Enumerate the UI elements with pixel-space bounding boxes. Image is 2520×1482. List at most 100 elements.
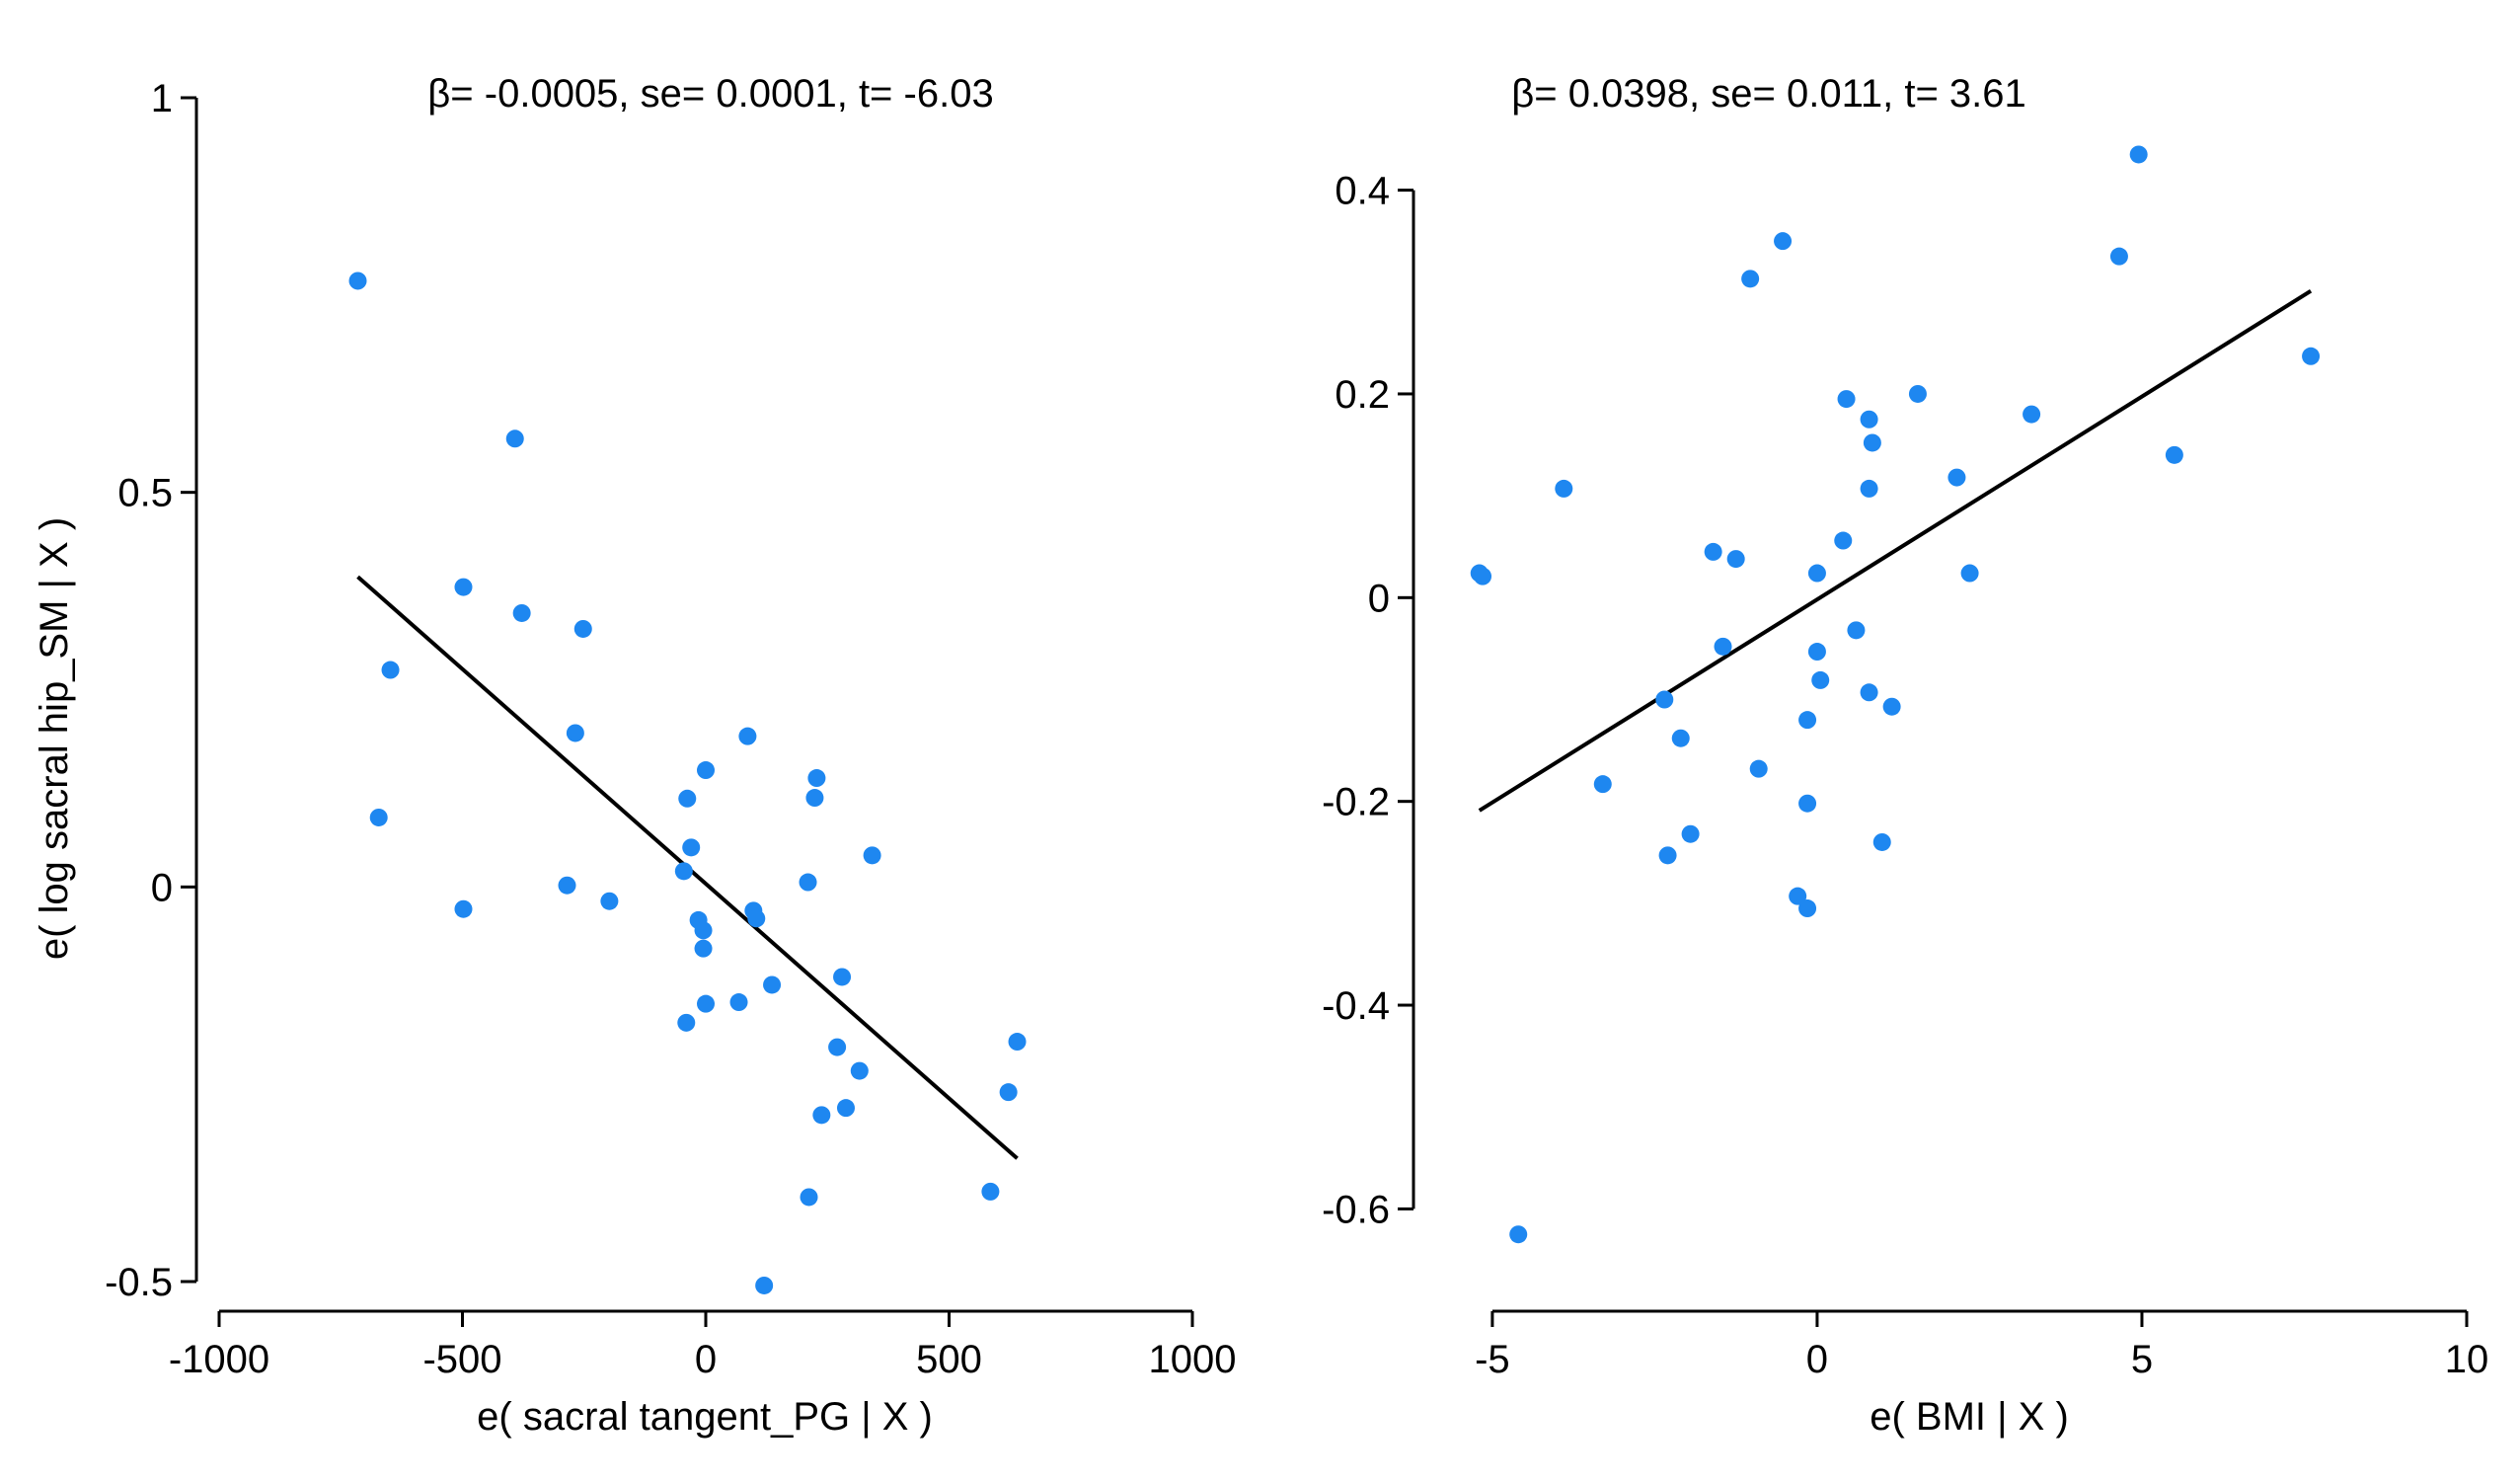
right-data-point xyxy=(1882,697,1901,716)
right-data-point xyxy=(1798,899,1817,918)
left-axes: -1000 -500 0 500 1000 -0.5 0 0.5 1 xyxy=(105,77,1236,1381)
left-data-point xyxy=(805,789,824,808)
left-data-point xyxy=(738,727,757,745)
right-data-point xyxy=(1811,670,1830,689)
right-data-point xyxy=(1863,433,1881,452)
right-x-axis-title: e( BMI | X ) xyxy=(1870,1395,2069,1439)
left-data-point xyxy=(348,272,367,290)
left-data-point xyxy=(1008,1033,1027,1052)
right-y-tick-label: 0.2 xyxy=(1335,373,1390,417)
left-data-point xyxy=(600,892,619,910)
right-y-tick-label: -0.4 xyxy=(1322,984,1390,1028)
right-data-point xyxy=(1908,384,1927,403)
right-data-point xyxy=(1860,410,1878,429)
right-y-tick-label: 0 xyxy=(1368,577,1390,620)
right-data-point xyxy=(1704,542,1722,561)
right-fit-line xyxy=(1478,289,2313,813)
right-data-point xyxy=(1789,887,1807,905)
left-x-tick-label: 500 xyxy=(916,1338,982,1381)
left-data-point xyxy=(836,1099,855,1118)
left-data-point xyxy=(729,993,748,1012)
right-data-point xyxy=(1860,479,1878,498)
right-data-point xyxy=(1681,824,1700,843)
right-x-tick-label: 10 xyxy=(2445,1338,2489,1381)
right-annotation: β= 0.0398, se= 0.011, t= 3.61 xyxy=(1511,72,2026,116)
right-data-point xyxy=(1834,531,1853,550)
left-data-point xyxy=(828,1038,847,1056)
left-y-axis-title: e( log sacral hip_SM | X ) xyxy=(33,517,76,960)
right-y-tick-label: -0.6 xyxy=(1322,1188,1390,1231)
left-data-point xyxy=(799,873,817,892)
left-data-point xyxy=(454,899,473,918)
left-y-tick-label: 0.5 xyxy=(117,472,173,515)
right-data-point xyxy=(2165,445,2183,464)
right-y-tick-label: -0.2 xyxy=(1322,781,1390,824)
left-data-point xyxy=(512,603,531,622)
left-y-tick-label: 1 xyxy=(151,77,173,120)
left-data-point xyxy=(573,619,592,638)
right-data-point xyxy=(2129,145,2148,164)
right-data-point xyxy=(1960,564,1979,583)
right-data-point xyxy=(1847,621,1866,640)
right-data-point xyxy=(1671,729,1690,747)
left-data-point xyxy=(747,909,766,928)
right-data-point xyxy=(2023,405,2041,424)
right-data-point xyxy=(1555,479,1573,498)
right-data-point xyxy=(1807,643,1826,662)
right-data-point xyxy=(1749,759,1768,778)
right-data-point xyxy=(1726,550,1745,569)
left-data-point xyxy=(850,1061,869,1080)
left-data-point xyxy=(677,1013,696,1032)
left-data-point xyxy=(812,1106,831,1125)
left-scatter-panel: β= -0.0005, se= 0.0001, t= -6.03 -1000 -5… xyxy=(33,72,1236,1439)
left-data-point xyxy=(981,1182,1000,1201)
right-data-point xyxy=(1807,564,1826,583)
left-data-point xyxy=(697,761,715,780)
right-axes: -5 0 5 10 -0.6 -0.4 -0.2 0 0.2 0.4 xyxy=(1322,170,2488,1381)
left-data-point xyxy=(807,769,826,788)
right-data-point xyxy=(1872,832,1891,851)
right-data-point xyxy=(1509,1225,1528,1244)
right-data-point xyxy=(2109,247,2128,266)
right-data-point xyxy=(1474,567,1492,585)
left-y-tick-label: 0 xyxy=(151,866,173,909)
right-y-tick-label: 0.4 xyxy=(1335,170,1390,213)
right-data-point xyxy=(1798,794,1817,813)
right-x-tick-label: 0 xyxy=(1806,1338,1828,1381)
right-data-point xyxy=(2302,347,2321,365)
right-points xyxy=(1470,145,2321,1244)
right-data-point xyxy=(1860,683,1878,702)
right-data-point xyxy=(1798,711,1817,730)
left-x-tick-label: -500 xyxy=(422,1338,501,1381)
left-data-point xyxy=(505,429,524,448)
right-scatter-panel: β= 0.0398, se= 0.011, t= 3.61 -5 0 5 10 -0.6… xyxy=(1322,72,2488,1439)
left-data-point xyxy=(674,862,693,881)
left-data-point xyxy=(694,939,713,958)
left-data-point xyxy=(369,808,388,826)
left-data-point xyxy=(558,876,576,895)
right-data-point xyxy=(1714,637,1732,656)
right-data-point xyxy=(1658,846,1677,865)
left-data-point xyxy=(833,968,852,986)
left-data-point xyxy=(763,975,782,994)
right-data-point xyxy=(1947,468,1966,487)
left-data-point xyxy=(863,846,881,865)
right-x-tick-label: -5 xyxy=(1475,1338,1510,1381)
left-x-axis-title: e( sacral tangent_PG | X ) xyxy=(477,1395,933,1439)
left-data-point xyxy=(999,1083,1018,1102)
right-data-point xyxy=(1774,232,1793,251)
left-data-point xyxy=(566,724,584,742)
right-x-tick-label: 5 xyxy=(2131,1338,2153,1381)
left-data-point xyxy=(454,578,473,596)
left-annotation: β= -0.0005, se= 0.0001, t= -6.03 xyxy=(427,72,993,116)
left-data-point xyxy=(800,1188,818,1207)
left-data-point xyxy=(694,921,713,940)
left-x-tick-label: 0 xyxy=(695,1338,717,1381)
left-x-tick-label: -1000 xyxy=(169,1338,269,1381)
left-points xyxy=(348,272,1027,1294)
left-y-tick-label: -0.5 xyxy=(105,1261,173,1304)
right-data-point xyxy=(1593,775,1612,794)
left-x-tick-label: 1000 xyxy=(1149,1338,1237,1381)
left-data-point xyxy=(678,789,697,808)
